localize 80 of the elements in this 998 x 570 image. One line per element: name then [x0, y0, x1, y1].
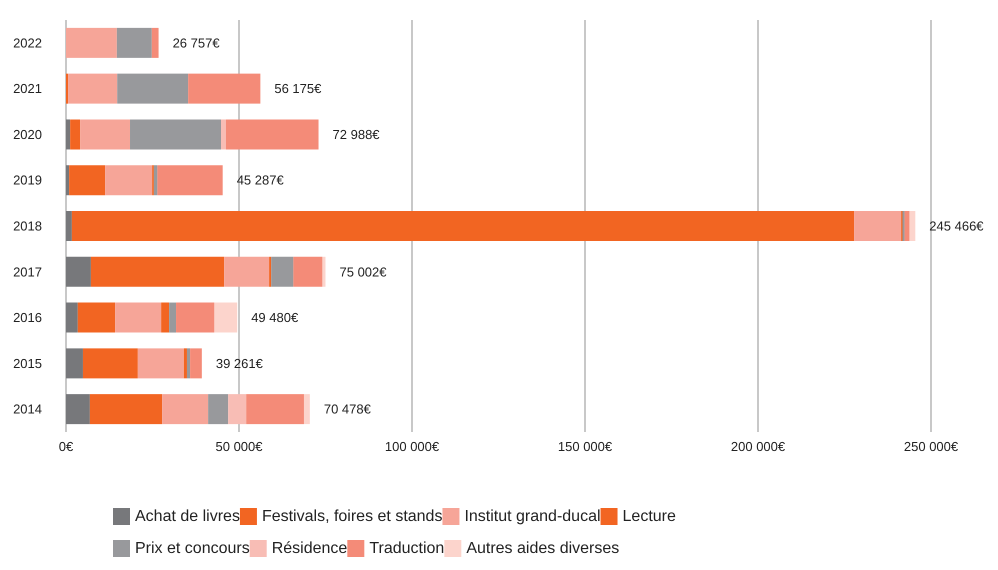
total-label: 39 261€: [216, 356, 264, 371]
bar: [66, 348, 83, 378]
bar: [214, 302, 238, 333]
bar: [66, 165, 70, 196]
bar: [186, 348, 190, 378]
y-tick-label: 2021: [13, 81, 42, 96]
bar: [116, 28, 152, 58]
x-tick-label: 50 000€: [216, 439, 264, 454]
bar: [90, 256, 224, 287]
y-tick-label: 2020: [13, 126, 42, 142]
bar: [169, 302, 176, 333]
bar: [130, 119, 222, 150]
bar: [66, 302, 78, 333]
total-label: 45 287€: [236, 172, 284, 188]
y-tick-label: 2022: [13, 35, 42, 50]
bar: [80, 119, 130, 150]
x-tick-label: 100 000€: [384, 439, 440, 454]
bar: [304, 394, 310, 424]
legend-label: Festivals, foires et stands: [262, 508, 442, 525]
bar: [138, 348, 184, 378]
bar: [66, 211, 72, 241]
total-label: 70 478€: [324, 402, 372, 417]
bar: [70, 119, 80, 150]
bar: [161, 302, 170, 333]
legend-label: Achat de livres: [135, 508, 240, 525]
bar: [293, 256, 322, 287]
bar: [228, 394, 246, 424]
y-tick-label: 2016: [13, 310, 42, 326]
bar: [190, 348, 202, 378]
legend-label: Lecture: [622, 508, 676, 525]
y-tick-label: 2019: [13, 172, 42, 188]
y-tick-label: 2017: [13, 264, 42, 280]
bar: [90, 394, 162, 424]
legend-label: Résidence: [272, 540, 348, 557]
bar: [322, 256, 326, 287]
bar: [157, 165, 223, 196]
bar: [188, 74, 260, 104]
bar: [66, 394, 90, 424]
bar: [154, 165, 158, 196]
bar: [117, 74, 188, 104]
bar: [184, 348, 187, 378]
total-label: 72 988€: [332, 126, 380, 142]
total-label: 75 002€: [340, 264, 388, 280]
bar: [66, 28, 117, 58]
bar: [909, 211, 916, 241]
bar: [224, 256, 270, 287]
x-tick-label: 150 000€: [558, 439, 613, 454]
total-label: 245 466€: [929, 218, 984, 234]
legend-label: Prix et concours: [135, 540, 250, 557]
total-label: 56 175€: [274, 81, 322, 96]
bar: [152, 28, 159, 58]
bar: [162, 394, 208, 424]
bar: [68, 74, 118, 104]
total-label: 26 757€: [172, 35, 220, 50]
bar: [105, 165, 152, 196]
bar: [78, 302, 116, 333]
bar: [82, 348, 138, 378]
bar: [208, 394, 228, 424]
y-tick-label: 2014: [13, 402, 42, 417]
y-tick-label: 2018: [13, 218, 42, 234]
bar: [69, 165, 106, 196]
bar: [226, 119, 319, 150]
bar: [66, 256, 91, 287]
x-tick-label: 0€: [58, 439, 74, 454]
bar: [854, 211, 902, 241]
bar: [271, 256, 294, 287]
x-tick-label: 200 000€: [730, 439, 786, 454]
bar: [176, 302, 214, 333]
total-label: 49 480€: [251, 310, 299, 326]
legend-label: Traduction: [369, 540, 444, 557]
bar: [221, 119, 226, 150]
y-tick-label: 2015: [13, 356, 42, 371]
x-tick-label: 250 000€: [904, 439, 959, 454]
bar: [904, 211, 910, 241]
bar: [72, 211, 854, 241]
bar: [115, 302, 162, 333]
legend-label: Institut grand-ducal: [464, 508, 601, 525]
legend-label: Autres aides diverses: [466, 540, 620, 557]
bar: [246, 394, 304, 424]
bar: [66, 119, 70, 150]
